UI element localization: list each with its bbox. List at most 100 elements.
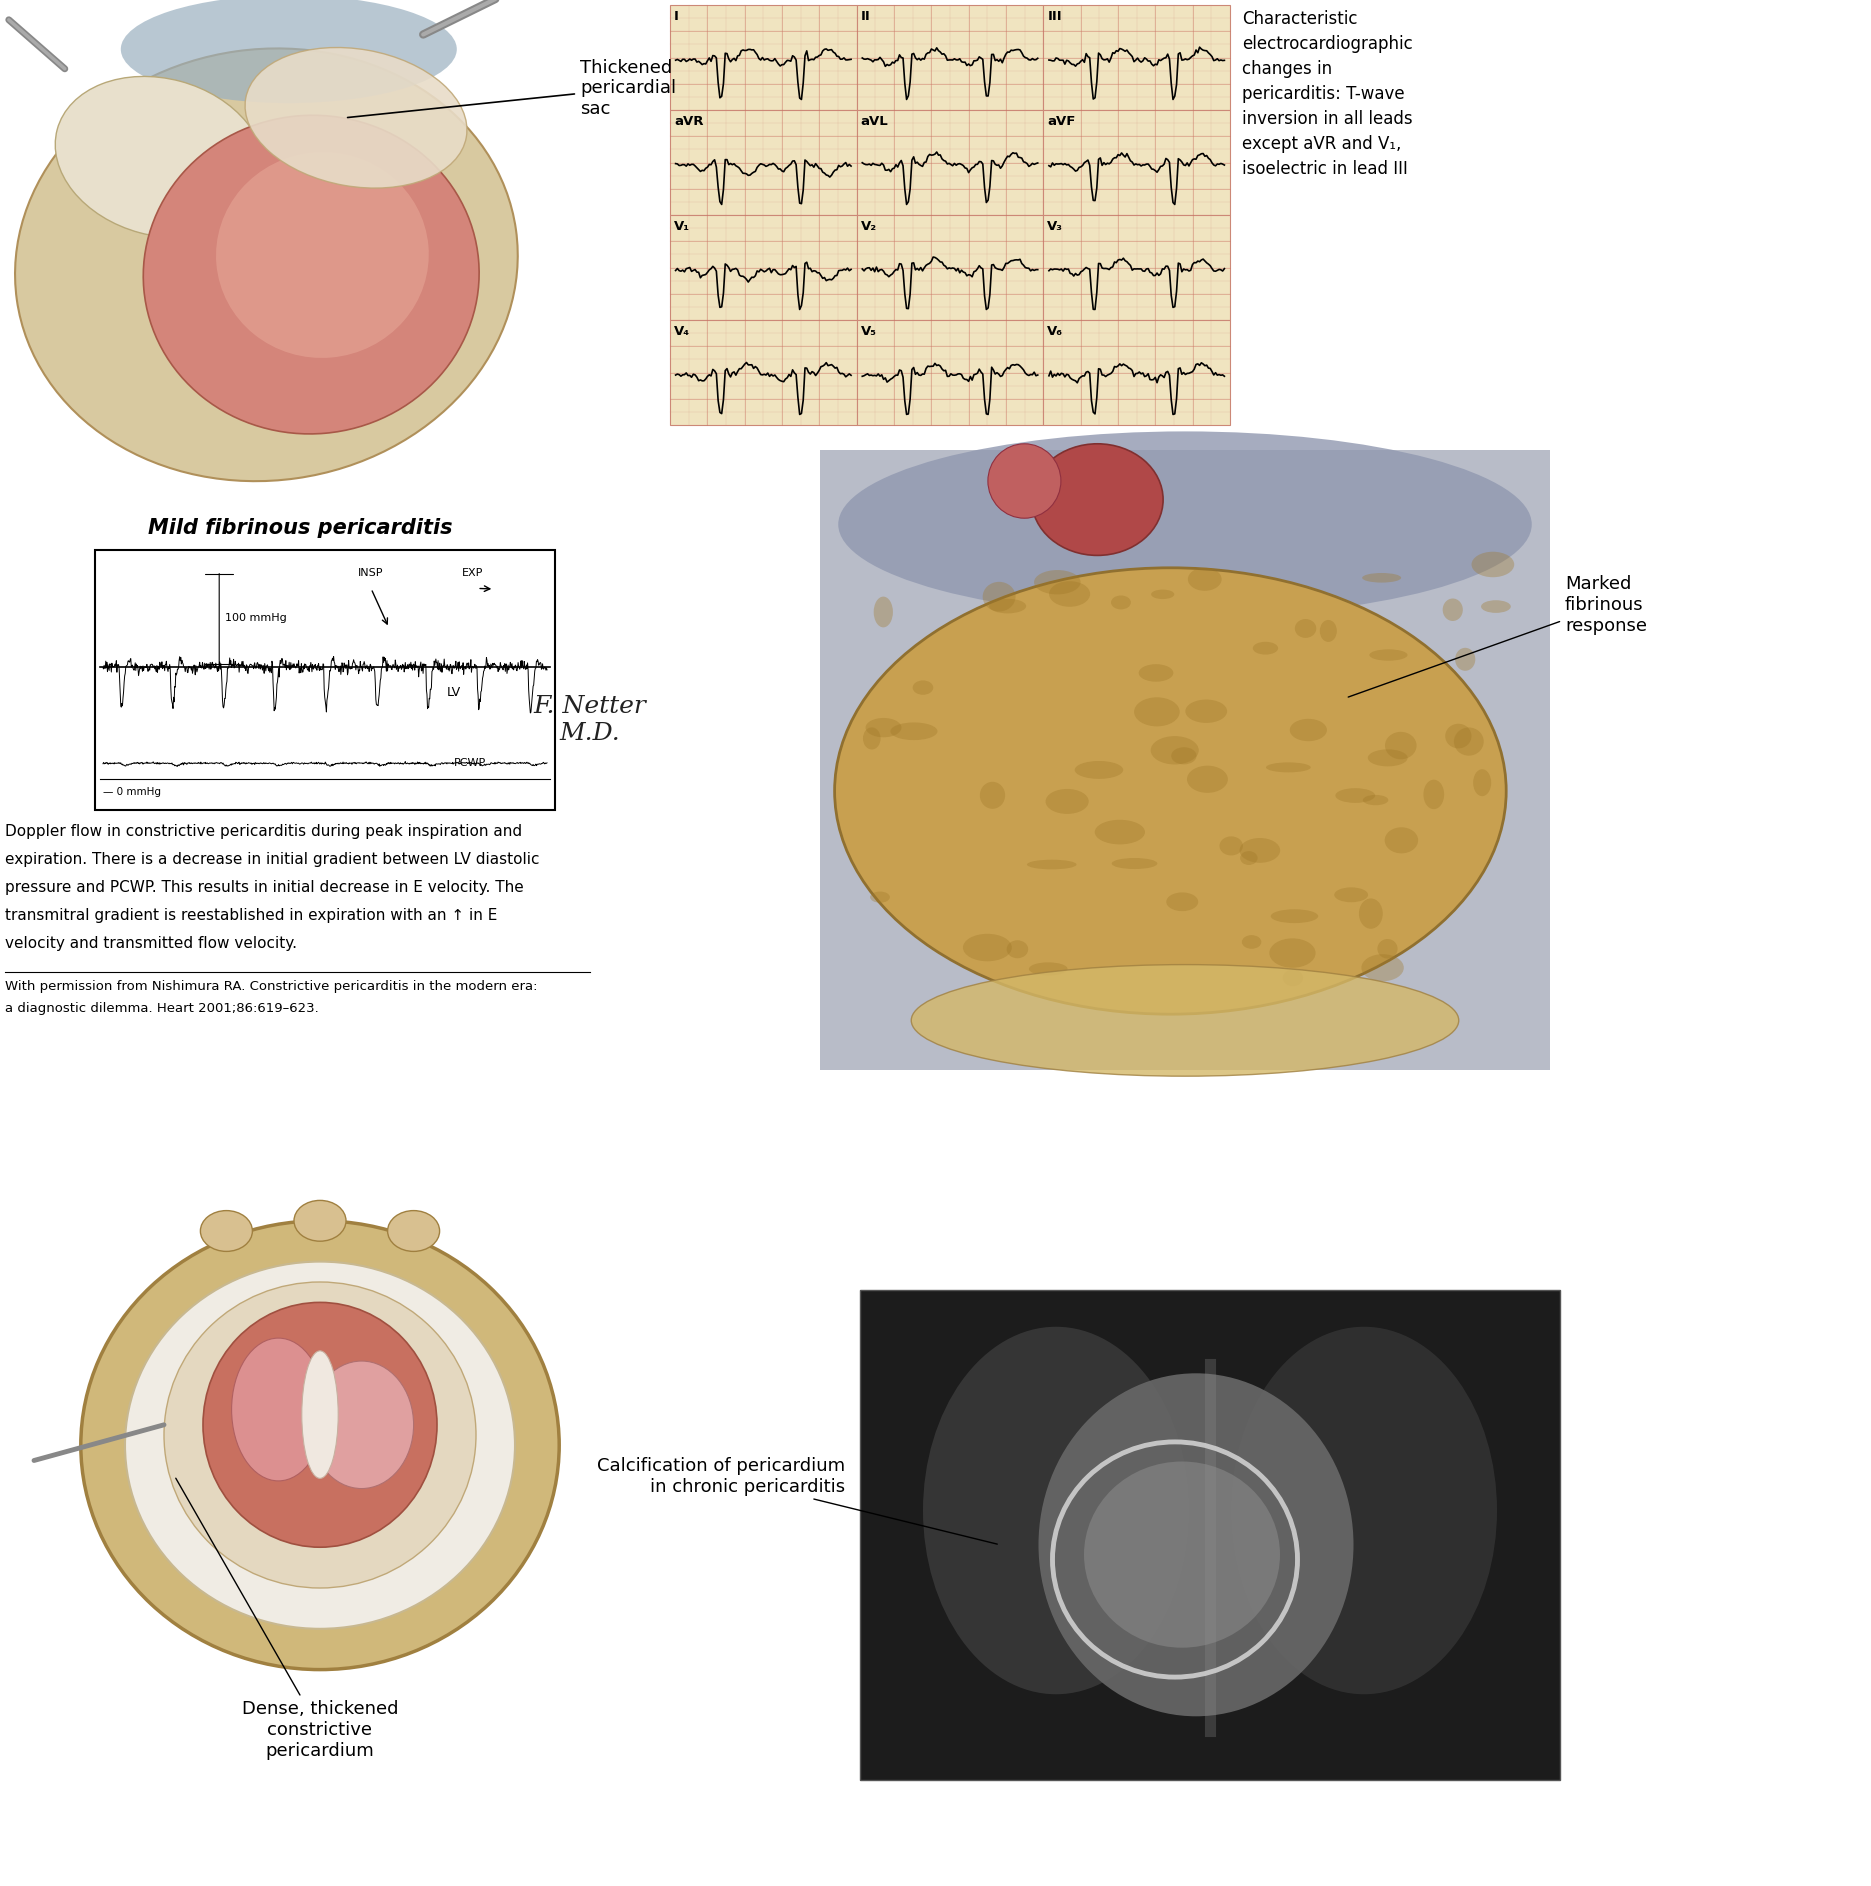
Ellipse shape <box>122 0 457 104</box>
Text: velocity and transmitted flow velocity.: velocity and transmitted flow velocity. <box>6 935 297 951</box>
Ellipse shape <box>1171 747 1197 764</box>
Ellipse shape <box>1267 762 1312 773</box>
Ellipse shape <box>922 1326 1188 1694</box>
Ellipse shape <box>1151 590 1175 600</box>
Ellipse shape <box>1482 600 1510 613</box>
Ellipse shape <box>1029 962 1068 975</box>
Ellipse shape <box>866 719 902 737</box>
Text: transmitral gradient is reestablished in expiration with an ↑ in E: transmitral gradient is reestablished in… <box>6 907 498 922</box>
Text: a diagnostic dilemma. Heart 2001;86:619–623.: a diagnostic dilemma. Heart 2001;86:619–… <box>6 1001 318 1015</box>
Ellipse shape <box>1443 598 1463 620</box>
Text: Thickened
pericardial
sac: Thickened pericardial sac <box>348 58 675 119</box>
Ellipse shape <box>1239 837 1280 862</box>
Bar <box>861 1290 1560 1780</box>
Ellipse shape <box>1471 553 1514 577</box>
Ellipse shape <box>1362 954 1403 981</box>
Text: PCWP: PCWP <box>455 758 486 768</box>
Text: Calcification of pericardium
in chronic pericarditis: Calcification of pericardium in chronic … <box>597 1456 997 1545</box>
Ellipse shape <box>294 1199 346 1241</box>
Ellipse shape <box>870 892 891 903</box>
Text: With permission from Nishimura RA. Constrictive pericarditis in the modern era:: With permission from Nishimura RA. Const… <box>6 981 537 994</box>
Ellipse shape <box>1151 736 1199 764</box>
Ellipse shape <box>1111 858 1158 869</box>
Ellipse shape <box>980 783 1005 809</box>
Ellipse shape <box>1240 851 1257 866</box>
Ellipse shape <box>232 1337 326 1481</box>
Ellipse shape <box>1269 939 1315 968</box>
Ellipse shape <box>1220 835 1242 856</box>
Ellipse shape <box>1186 700 1227 722</box>
Text: LV: LV <box>447 687 460 700</box>
Bar <box>819 451 1549 1069</box>
Bar <box>1044 6 1229 109</box>
Bar <box>1044 321 1229 424</box>
Text: 100 mmHg: 100 mmHg <box>225 613 286 622</box>
Ellipse shape <box>202 1303 438 1547</box>
Ellipse shape <box>215 153 428 358</box>
Text: expiration. There is a decrease in initial gradient between LV diastolic: expiration. There is a decrease in initi… <box>6 852 539 868</box>
Bar <box>857 215 1044 321</box>
Ellipse shape <box>964 934 1012 962</box>
Ellipse shape <box>1050 581 1091 607</box>
Ellipse shape <box>1007 941 1029 958</box>
Ellipse shape <box>1456 647 1476 671</box>
Ellipse shape <box>1284 969 1302 986</box>
Ellipse shape <box>863 728 881 749</box>
Bar <box>857 109 1044 215</box>
Text: Mild fibrinous pericarditis: Mild fibrinous pericarditis <box>148 519 453 538</box>
Text: V₃: V₃ <box>1048 221 1063 234</box>
Ellipse shape <box>1242 935 1261 949</box>
Ellipse shape <box>982 581 1016 611</box>
Ellipse shape <box>1083 1462 1280 1648</box>
Text: aVL: aVL <box>861 115 889 128</box>
Ellipse shape <box>1027 860 1076 869</box>
Ellipse shape <box>245 47 468 189</box>
Text: V₁: V₁ <box>674 221 690 234</box>
Text: Doppler flow in constrictive pericarditis during peak inspiration and: Doppler flow in constrictive pericarditi… <box>6 824 522 839</box>
Ellipse shape <box>1334 888 1368 902</box>
Ellipse shape <box>988 443 1061 519</box>
Ellipse shape <box>1046 788 1089 815</box>
Text: Dense, thickened
constrictive
pericardium: Dense, thickened constrictive pericardiu… <box>176 1479 399 1760</box>
Ellipse shape <box>125 1262 515 1630</box>
Bar <box>95 551 556 809</box>
Ellipse shape <box>1111 596 1130 609</box>
Text: V₄: V₄ <box>674 324 690 338</box>
Ellipse shape <box>309 1362 413 1488</box>
Text: V₆: V₆ <box>1048 324 1063 338</box>
Ellipse shape <box>1370 649 1407 660</box>
Bar <box>857 321 1044 424</box>
Ellipse shape <box>1188 568 1222 590</box>
Ellipse shape <box>1254 641 1278 654</box>
Ellipse shape <box>891 722 937 739</box>
Text: pressure and PCWP. This results in initial decrease in E velocity. The: pressure and PCWP. This results in initi… <box>6 881 524 896</box>
Bar <box>670 215 857 321</box>
Ellipse shape <box>15 49 518 481</box>
Ellipse shape <box>838 432 1532 617</box>
Ellipse shape <box>1472 769 1491 796</box>
Text: Marked
fibrinous
response: Marked fibrinous response <box>1349 575 1646 698</box>
Text: F. Netter
M.D.: F. Netter M.D. <box>533 696 647 745</box>
Ellipse shape <box>144 115 479 434</box>
Ellipse shape <box>911 964 1459 1077</box>
Ellipse shape <box>301 1350 339 1479</box>
Ellipse shape <box>1031 443 1164 554</box>
Ellipse shape <box>1289 719 1327 741</box>
Ellipse shape <box>1095 820 1145 845</box>
Text: — 0 mmHg: — 0 mmHg <box>103 786 161 796</box>
Ellipse shape <box>1336 788 1375 803</box>
Text: II: II <box>861 9 870 23</box>
Bar <box>1044 109 1229 215</box>
Ellipse shape <box>1424 779 1444 809</box>
Ellipse shape <box>834 568 1506 1015</box>
Ellipse shape <box>913 681 934 694</box>
Ellipse shape <box>1186 766 1227 792</box>
Ellipse shape <box>1362 573 1401 583</box>
Ellipse shape <box>874 596 892 628</box>
Text: V₂: V₂ <box>861 221 877 234</box>
Text: V₅: V₅ <box>861 324 877 338</box>
Ellipse shape <box>1166 892 1197 911</box>
Ellipse shape <box>1319 620 1338 641</box>
Bar <box>670 6 857 109</box>
Ellipse shape <box>1358 898 1383 928</box>
